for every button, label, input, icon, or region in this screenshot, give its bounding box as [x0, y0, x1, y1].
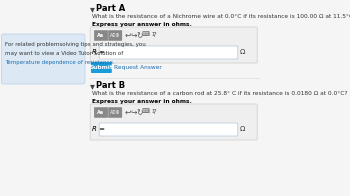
FancyBboxPatch shape [108, 107, 122, 117]
FancyBboxPatch shape [90, 27, 257, 63]
FancyBboxPatch shape [99, 46, 238, 59]
Text: ↻: ↻ [136, 108, 143, 117]
Text: AΣΦ: AΣΦ [110, 110, 120, 115]
Text: R =: R = [92, 49, 105, 55]
Text: ↻: ↻ [136, 31, 143, 40]
Text: Express your answer in ohms.: Express your answer in ohms. [92, 99, 192, 104]
Text: ▾: ▾ [90, 4, 95, 14]
Text: What is the resistance of a carbon rod at 25.8° C if its resistance is 0.0180 Ω : What is the resistance of a carbon rod a… [92, 91, 348, 96]
Text: AΣΦ: AΣΦ [110, 33, 120, 38]
FancyBboxPatch shape [91, 62, 112, 73]
Text: What is the resistance of a Nichrome wire at 0.0°C if its resistance is 100.00 Ω: What is the resistance of a Nichrome wir… [92, 14, 350, 19]
Text: Part A: Part A [96, 4, 125, 13]
Text: ⌨ 1: ⌨ 1 [142, 32, 156, 37]
Text: Aa: Aa [97, 33, 105, 38]
Text: Aa: Aa [97, 110, 105, 115]
Text: ↪: ↪ [131, 108, 137, 117]
Text: ↩: ↩ [125, 31, 131, 40]
Text: ⌨ 1: ⌨ 1 [142, 109, 156, 114]
Text: ?: ? [152, 32, 156, 38]
Text: ↪: ↪ [131, 31, 137, 40]
FancyBboxPatch shape [99, 123, 238, 136]
FancyBboxPatch shape [108, 31, 122, 41]
Text: Request Answer: Request Answer [114, 65, 162, 70]
FancyBboxPatch shape [1, 34, 85, 84]
FancyBboxPatch shape [90, 104, 257, 140]
Text: Ω: Ω [240, 49, 245, 55]
Text: Temperature dependence of resistance.: Temperature dependence of resistance. [5, 60, 115, 65]
Text: Part B: Part B [96, 81, 125, 90]
Text: ▾: ▾ [90, 81, 95, 91]
Text: Ω: Ω [240, 126, 245, 132]
Text: Express your answer in ohms.: Express your answer in ohms. [92, 22, 192, 27]
Text: R =: R = [92, 126, 105, 132]
Text: ↩: ↩ [125, 108, 131, 117]
Text: ?: ? [152, 109, 156, 115]
FancyBboxPatch shape [94, 107, 108, 117]
Text: For related problemsolving tips and strategies, you: For related problemsolving tips and stra… [5, 42, 146, 47]
Text: may want to view a Video Tutor Solution of: may want to view a Video Tutor Solution … [5, 51, 124, 56]
Text: Submit: Submit [90, 65, 113, 70]
FancyBboxPatch shape [94, 31, 108, 41]
